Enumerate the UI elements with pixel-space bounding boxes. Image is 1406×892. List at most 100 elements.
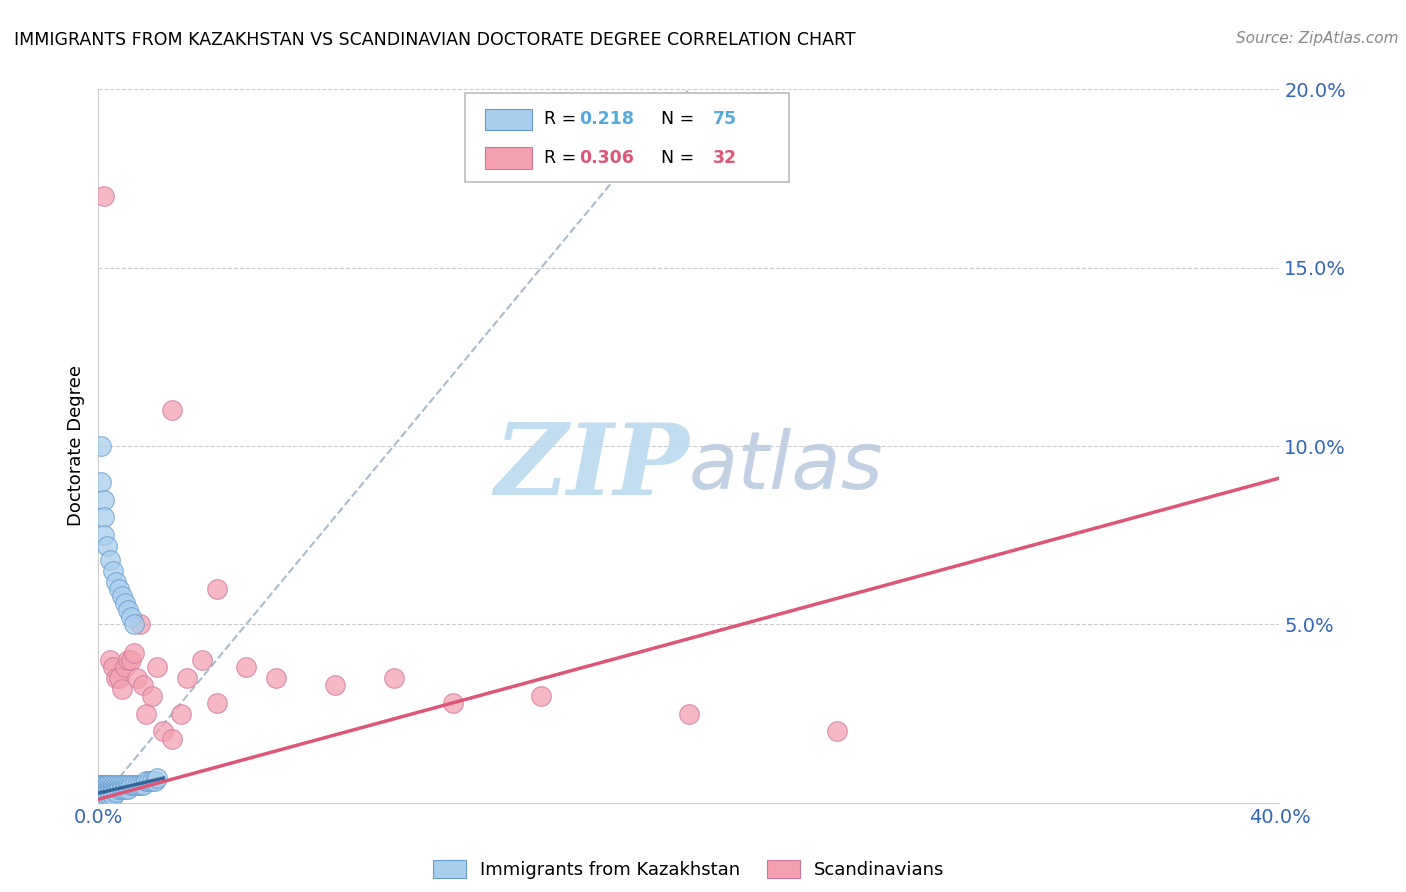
- Point: [96, 539, 118, 553]
- Point: [108, 671, 131, 685]
- Point: [93, 492, 115, 507]
- Point: [122, 778, 145, 792]
- Point: [103, 778, 125, 792]
- Point: [98, 789, 121, 803]
- Point: [93, 781, 115, 796]
- Point: [90, 792, 112, 806]
- Point: [96, 778, 118, 792]
- Point: [111, 681, 134, 696]
- Point: [382, 671, 405, 685]
- Point: [90, 789, 112, 803]
- Point: [96, 781, 118, 796]
- Text: IMMIGRANTS FROM KAZAKHSTAN VS SCANDINAVIAN DOCTORATE DEGREE CORRELATION CHART: IMMIGRANTS FROM KAZAKHSTAN VS SCANDINAVI…: [14, 31, 856, 49]
- Point: [93, 792, 115, 806]
- Text: N =: N =: [650, 111, 700, 128]
- Point: [93, 528, 115, 542]
- Point: [162, 403, 183, 417]
- FancyBboxPatch shape: [485, 109, 531, 130]
- Point: [138, 774, 160, 789]
- Point: [90, 792, 112, 806]
- Point: [146, 771, 169, 785]
- Point: [90, 778, 112, 792]
- Point: [825, 724, 848, 739]
- Text: R =: R =: [544, 111, 582, 128]
- Point: [90, 781, 112, 796]
- Point: [264, 671, 287, 685]
- Point: [120, 778, 142, 792]
- Point: [98, 781, 121, 796]
- Point: [93, 510, 115, 524]
- Point: [132, 678, 155, 692]
- Point: [128, 617, 150, 632]
- Point: [530, 689, 553, 703]
- Text: N =: N =: [650, 149, 700, 167]
- Point: [108, 781, 131, 796]
- Point: [111, 589, 134, 603]
- Point: [205, 582, 228, 596]
- Point: [125, 778, 148, 792]
- FancyBboxPatch shape: [485, 147, 531, 169]
- Point: [90, 475, 112, 489]
- Point: [114, 781, 136, 796]
- Point: [103, 789, 125, 803]
- Point: [98, 553, 121, 567]
- Point: [96, 785, 118, 799]
- Point: [96, 789, 118, 803]
- Point: [105, 671, 128, 685]
- Point: [93, 785, 115, 799]
- Point: [96, 785, 118, 799]
- Point: [93, 789, 115, 803]
- Point: [90, 778, 112, 792]
- Point: [108, 778, 131, 792]
- Point: [93, 778, 115, 792]
- Legend: Immigrants from Kazakhstan, Scandinavians: Immigrants from Kazakhstan, Scandinavian…: [426, 853, 952, 887]
- Point: [105, 574, 128, 589]
- Point: [90, 792, 112, 806]
- Point: [93, 781, 115, 796]
- Point: [93, 189, 115, 203]
- Point: [93, 789, 115, 803]
- Point: [323, 678, 346, 692]
- Point: [114, 596, 136, 610]
- Point: [152, 724, 174, 739]
- Point: [90, 789, 112, 803]
- Point: [117, 781, 139, 796]
- Point: [105, 778, 128, 792]
- Point: [90, 796, 112, 810]
- Point: [90, 785, 112, 799]
- Point: [103, 781, 125, 796]
- Point: [120, 653, 142, 667]
- Point: [143, 774, 166, 789]
- Point: [93, 778, 115, 792]
- Point: [678, 706, 700, 721]
- Point: [162, 731, 183, 746]
- Point: [111, 781, 134, 796]
- Text: atlas: atlas: [689, 428, 884, 507]
- FancyBboxPatch shape: [464, 93, 789, 182]
- Point: [93, 792, 115, 806]
- Point: [117, 603, 139, 617]
- Text: 0.218: 0.218: [579, 111, 634, 128]
- Text: ZIP: ZIP: [494, 419, 689, 516]
- Point: [132, 778, 155, 792]
- Point: [103, 660, 125, 674]
- Point: [93, 785, 115, 799]
- Point: [191, 653, 214, 667]
- Point: [96, 778, 118, 792]
- Point: [90, 781, 112, 796]
- Point: [105, 781, 128, 796]
- Point: [90, 778, 112, 792]
- Point: [90, 778, 112, 792]
- Point: [117, 778, 139, 792]
- Point: [98, 653, 121, 667]
- Point: [135, 774, 157, 789]
- Point: [176, 671, 198, 685]
- Point: [141, 689, 163, 703]
- Text: Source: ZipAtlas.com: Source: ZipAtlas.com: [1236, 31, 1399, 46]
- Point: [114, 660, 136, 674]
- Point: [141, 774, 163, 789]
- Point: [135, 706, 157, 721]
- Point: [90, 792, 112, 806]
- Text: 32: 32: [713, 149, 737, 167]
- Point: [120, 610, 142, 624]
